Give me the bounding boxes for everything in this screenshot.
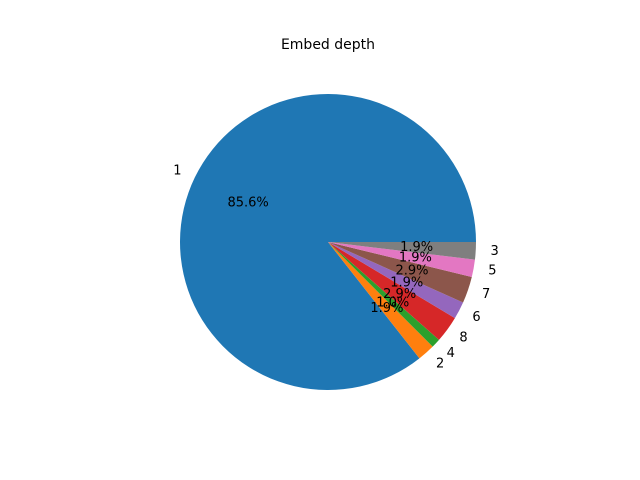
slice-label-1: 1 [173,163,181,178]
slice-label-2: 2 [436,356,444,371]
slice-label-3: 3 [491,244,499,259]
percent-label-6: 1.9% [390,276,423,291]
slice-label-5: 5 [488,263,496,278]
pie-slice-8 [328,242,455,340]
pie-slice-6 [328,242,464,319]
percent-label-7: 2.9% [395,263,428,278]
chart-title: Embed depth [281,37,375,53]
percent-label-4: 1.0% [376,295,409,310]
pie-slices [179,94,476,391]
slice-label-4: 4 [447,346,455,361]
slice-label-7: 7 [482,287,490,302]
percent-label-3: 1.9% [400,240,433,255]
pie-slice-4 [328,242,440,347]
slice-label-6: 6 [472,310,480,325]
percent-label-1: 85.6% [227,196,268,211]
percent-label-8: 2.9% [383,287,416,302]
pie-slice-3 [328,242,476,260]
pie-slice-5 [328,242,475,278]
percent-label-2: 1.9% [370,301,403,316]
pie-slice-7 [328,242,472,303]
percent-labels: 85.6%1.9%1.0%2.9%1.9%2.9%1.9%1.9% [227,196,433,316]
slice-label-8: 8 [459,331,467,346]
percent-label-5: 1.9% [399,250,432,265]
pie-slice-2 [328,242,433,359]
